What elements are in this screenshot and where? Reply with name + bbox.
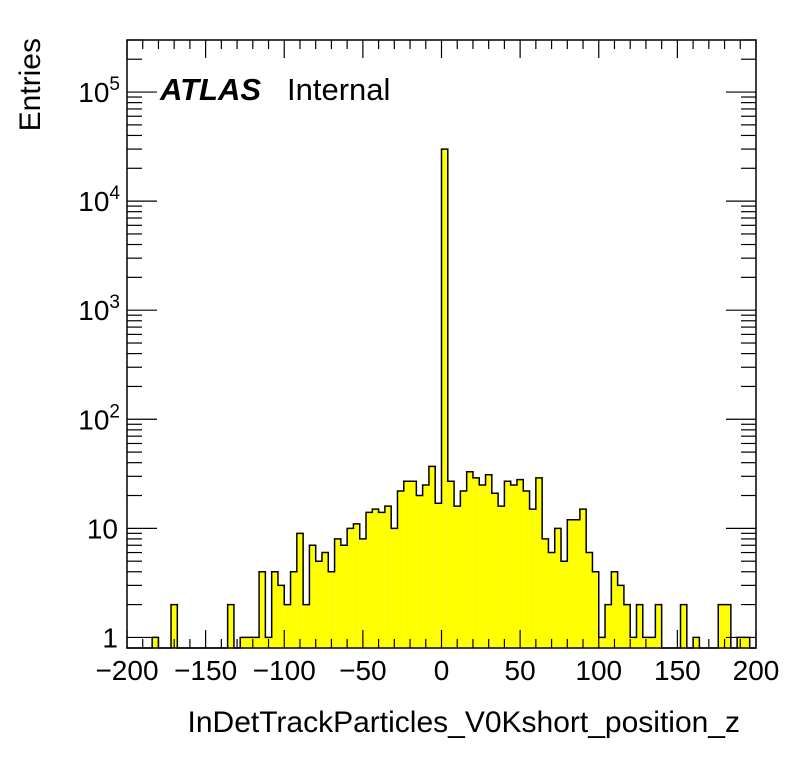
y-tick-label: 104 — [78, 183, 120, 217]
histogram-bar — [240, 637, 247, 648]
histogram-bar — [410, 481, 417, 648]
y-axis-label: Entries — [14, 38, 47, 131]
histogram-bar — [252, 637, 260, 648]
histogram-bar — [321, 552, 329, 648]
histogram-bar — [605, 604, 612, 648]
histogram-bar — [309, 545, 316, 648]
histogram-bar — [246, 637, 253, 648]
histogram-bar — [303, 604, 310, 648]
histogram-bar — [485, 474, 492, 648]
histogram-bar — [391, 528, 398, 648]
histogram-bar — [435, 503, 442, 648]
histogram-outline — [127, 148, 756, 649]
x-tick-label: −200 — [95, 655, 158, 686]
histogram-bar — [529, 509, 536, 648]
x-tick-label: 200 — [733, 655, 780, 686]
histogram-bar — [277, 585, 285, 648]
histogram-bar — [366, 512, 373, 648]
x-tick-label: 50 — [505, 655, 536, 686]
histogram-bar — [296, 533, 304, 648]
histogram-bar — [372, 509, 379, 648]
histogram-bar — [630, 637, 637, 648]
y-tick-label: 105 — [78, 74, 120, 108]
histogram-bar — [472, 477, 480, 648]
x-tick-label: 0 — [434, 655, 450, 686]
x-tick-label: −100 — [253, 655, 316, 686]
histogram-bar — [403, 481, 411, 648]
atlas-label: ATLAS — [159, 72, 261, 107]
histogram-bar — [454, 506, 461, 648]
histogram-bar — [271, 571, 278, 648]
x-axis-ticks: −200 −150 −100 −50 0 50 100 150 200 — [95, 40, 779, 686]
x-tick-label: −150 — [174, 655, 237, 686]
histogram-bar — [479, 484, 486, 648]
x-tick-label: −50 — [339, 655, 387, 686]
histogram-bar — [334, 538, 341, 648]
histogram-bar — [655, 604, 662, 648]
x-tick-label: 100 — [575, 655, 622, 686]
histogram-bar — [347, 528, 354, 648]
histogram-bar — [460, 491, 467, 648]
histogram-bar — [384, 506, 392, 648]
histogram-bar — [567, 519, 574, 648]
histogram-bar — [516, 479, 524, 648]
histogram-bar — [561, 561, 568, 648]
y-tick-label: 1 — [102, 622, 118, 653]
histogram-bar — [290, 571, 297, 648]
x-axis-label: InDetTrackParticles_V0Kshort_position_z — [188, 706, 740, 739]
histogram-bar — [152, 637, 159, 648]
histogram-bar — [743, 637, 750, 648]
histogram-bar — [171, 604, 178, 648]
histogram-bar — [680, 604, 687, 648]
histogram-bar — [504, 481, 511, 648]
histogram-bar — [353, 523, 360, 648]
histogram-bar — [416, 495, 423, 648]
histogram-bar — [447, 481, 455, 648]
histogram-bar — [554, 528, 562, 648]
histogram-bar — [397, 491, 404, 648]
histogram-bar — [718, 604, 725, 648]
histogram-bar — [649, 637, 656, 648]
histogram-bar — [284, 604, 291, 648]
internal-label: Internal — [287, 72, 390, 107]
histogram-bars — [152, 149, 750, 648]
y-axis-ticks: 1 10 102 103 104 105 — [78, 39, 756, 653]
histogram-bar — [542, 538, 549, 648]
histogram-bar — [579, 509, 587, 648]
histogram-bar — [259, 571, 266, 648]
histogram-bar — [586, 552, 593, 648]
histogram-bar — [441, 149, 448, 648]
histogram-bar — [359, 538, 367, 648]
histogram-bar — [422, 484, 429, 648]
histogram-bar — [523, 491, 530, 648]
histogram-bar — [378, 512, 385, 648]
histogram-bar — [611, 571, 618, 648]
histogram-bar — [340, 545, 348, 648]
histogram-bar — [491, 493, 499, 648]
y-tick-label: 102 — [78, 401, 120, 435]
histogram-bar — [636, 604, 643, 648]
histogram-bar — [598, 637, 606, 648]
y-tick-label: 10 — [87, 513, 118, 544]
histogram-bar — [573, 519, 580, 648]
histogram-bar — [617, 585, 624, 648]
histogram-bar — [428, 466, 436, 648]
histogram-bar — [466, 471, 473, 648]
histogram-bar — [328, 571, 335, 648]
histogram-bar — [498, 506, 505, 648]
histogram-bar — [227, 604, 234, 648]
histogram-bar — [693, 637, 700, 648]
histogram-bar — [623, 604, 631, 648]
histogram-bar — [592, 571, 599, 648]
histogram-bar — [535, 477, 543, 648]
histogram-bar — [724, 604, 731, 648]
histogram-bar — [315, 561, 322, 648]
histogram-bar — [548, 552, 555, 648]
histogram-bar — [510, 484, 517, 648]
x-tick-label: 150 — [654, 655, 701, 686]
y-tick-label: 103 — [78, 292, 120, 326]
